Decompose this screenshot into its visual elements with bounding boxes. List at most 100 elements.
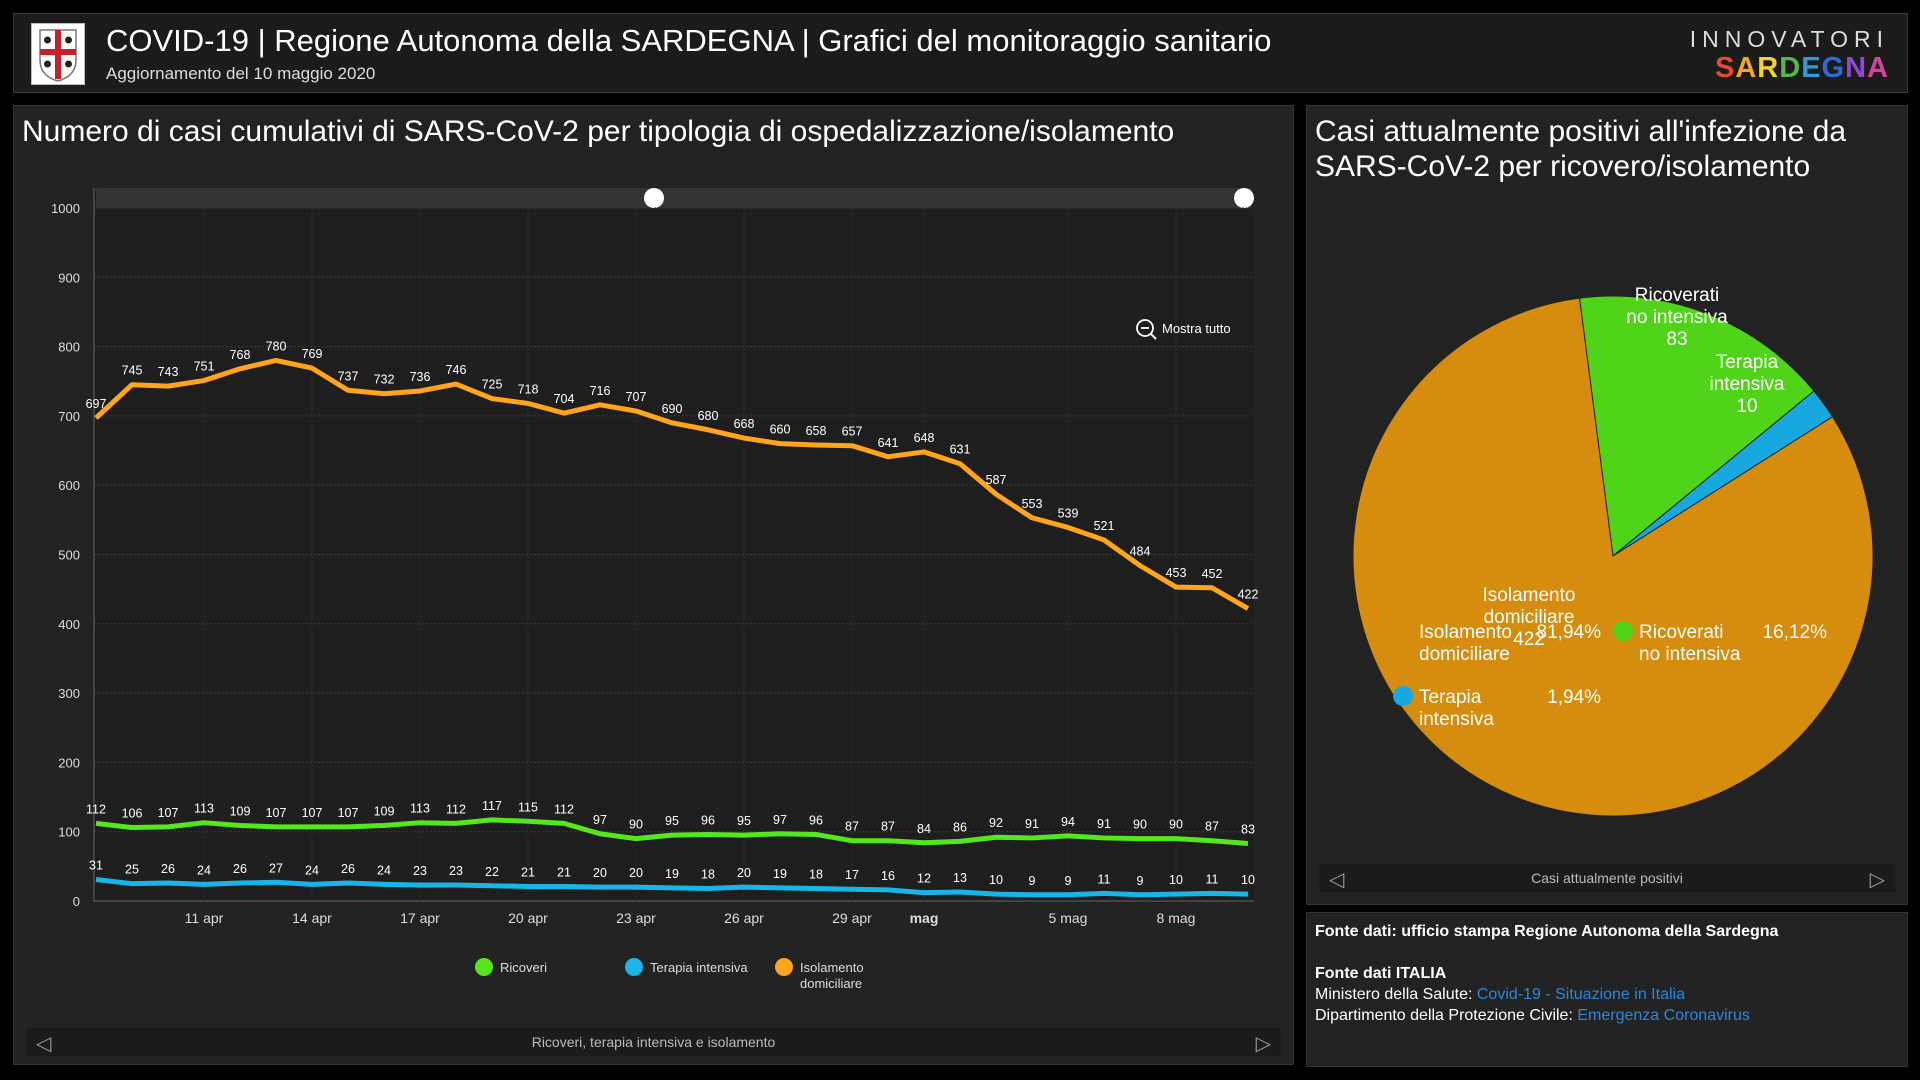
data-label-isolamento: 422 [1238,588,1259,602]
region-coat-of-arms-logo [31,23,85,85]
data-label-isolamento: 587 [986,473,1007,487]
data-label-isolamento: 539 [1058,506,1079,520]
data-label-terapia: 24 [377,863,391,877]
data-label-ricoveri: 112 [86,802,106,816]
pie-label-isolamento: domiciliare [1484,607,1575,628]
data-label-terapia: 21 [557,865,571,879]
civil-protection-link[interactable]: Emergenza Coronavirus [1577,1007,1750,1024]
pie-slice-ricoverati[interactable] [1578,295,1815,557]
data-label-terapia: 9 [1137,874,1144,888]
data-label-ricoveri: 91 [1097,817,1111,831]
data-label-terapia: 11 [1098,872,1111,886]
data-label-terapia: 16 [881,869,895,883]
pie-legend-label: Isolamento [1419,622,1512,643]
show-all-button[interactable]: Mostra tutto [1136,319,1231,340]
data-label-terapia: 10 [1241,873,1255,887]
pie-legend-percent: 1,94% [1547,687,1601,708]
data-label-terapia: 19 [773,867,787,881]
line-chart-panel: Numero di casi cumulativi di SARS-CoV-2 … [13,105,1294,1065]
x-tick-label: 5 mag [1049,910,1088,926]
data-label-ricoveri: 92 [989,816,1003,830]
data-label-ricoveri: 95 [737,814,751,828]
ministry-link[interactable]: Covid-19 - Situazione in Italia [1476,986,1685,1003]
pie-chart-footer: ◁ Casi attualmente positivi ▷ [1319,864,1895,892]
next-arrow-icon[interactable]: ▷ [1255,1033,1271,1055]
x-tick-label: 14 apr [292,910,332,926]
prev-arrow-icon[interactable]: ◁ [1329,869,1345,891]
x-tick-label: 8 mag [1157,910,1196,926]
data-label-isolamento: 746 [446,363,467,377]
data-label-terapia: 26 [161,862,175,876]
y-tick-label: 1000 [51,201,80,216]
x-tick-label: 20 apr [508,910,548,926]
data-label-isolamento: 521 [1094,519,1115,533]
legend-item-terapia[interactable]: Terapia intensiva [625,958,748,976]
x-tick-label: 29 apr [832,910,872,926]
data-label-isolamento: 660 [770,423,791,437]
pie-slice-isolamento[interactable] [1352,297,1874,817]
data-label-ricoveri: 87 [1205,820,1219,834]
line-chart[interactable]: 0 100 200 300 400 500 600 700 800 900 1000 11 apr 14… [14,166,1295,1026]
data-label-terapia: 23 [449,864,463,878]
data-label-ricoveri: 112 [446,802,466,816]
data-label-terapia: 26 [233,862,247,876]
y-tick-label: 100 [58,825,80,840]
brand-logo-top: INNOVATORI [1689,26,1889,52]
data-label-ricoveri: 115 [518,800,538,814]
data-label-isolamento: 745 [122,364,143,378]
pie-legend-marker [1393,621,1413,641]
y-tick-label: 200 [58,755,80,770]
y-tick-label: 300 [58,686,80,701]
pie-label-terapia: intensiva [1710,374,1785,395]
legend-item-ricoveri[interactable]: Ricoveri [475,958,547,976]
data-label-terapia: 24 [305,863,319,877]
data-label-ricoveri: 107 [266,806,287,820]
y-tick-label: 700 [58,409,80,424]
pie-label-ricoverati: Ricoverati [1635,285,1719,306]
data-label-ricoveri: 107 [302,806,323,820]
y-tick-label: 0 [73,894,80,909]
pie-legend-marker [1613,621,1633,641]
data-label-ricoveri: 112 [554,802,574,816]
data-label-isolamento: 690 [662,402,683,416]
pie-label-terapia: Terapia [1716,352,1779,373]
data-label-isolamento: 725 [482,378,503,392]
next-arrow-icon[interactable]: ▷ [1869,869,1885,891]
source-italy-heading: Fonte dati ITALIA [1315,965,1447,982]
pie-legend-label: domiciliare [1419,644,1510,665]
zoom-out-icon-handle [1150,333,1157,340]
data-label-ricoveri: 106 [122,807,143,821]
data-label-isolamento: 641 [878,436,899,450]
data-label-ricoveri: 91 [1025,817,1039,831]
zoom-handle-left[interactable] [644,188,664,208]
pie-legend-label: intensiva [1419,709,1494,730]
data-label-terapia: 18 [701,868,715,882]
y-tick-label: 500 [58,548,80,563]
pie-legend-percent: 16,12% [1763,622,1828,643]
data-label-terapia: 9 [1065,874,1072,888]
prev-arrow-icon[interactable]: ◁ [36,1033,52,1055]
data-label-ricoveri: 107 [338,806,359,820]
data-label-isolamento: 452 [1202,567,1223,581]
line-chart-footer-label: Ricoveri, terapia intensiva e isolamento [531,1034,776,1050]
zoom-handle-right[interactable] [1234,188,1254,208]
pie-label-ricoverati: no intensiva [1626,307,1728,328]
x-tick-label: 17 apr [400,910,440,926]
data-label-terapia: 25 [125,863,139,877]
data-label-isolamento: 769 [302,347,323,361]
data-label-terapia: 10 [1169,873,1183,887]
sources-panel: Fonte dati: ufficio stampa Regione Auton… [1306,912,1908,1067]
legend-label: domiciliare [800,976,862,991]
data-label-terapia: 20 [629,866,643,880]
data-label-ricoveri: 90 [1169,818,1183,832]
data-label-terapia: 24 [197,863,211,877]
data-label-ricoveri: 90 [1133,818,1147,832]
update-date: Aggiornamento del 10 maggio 2020 [106,64,376,83]
data-label-isolamento: 732 [374,373,395,387]
x-tick-label: 23 apr [616,910,656,926]
